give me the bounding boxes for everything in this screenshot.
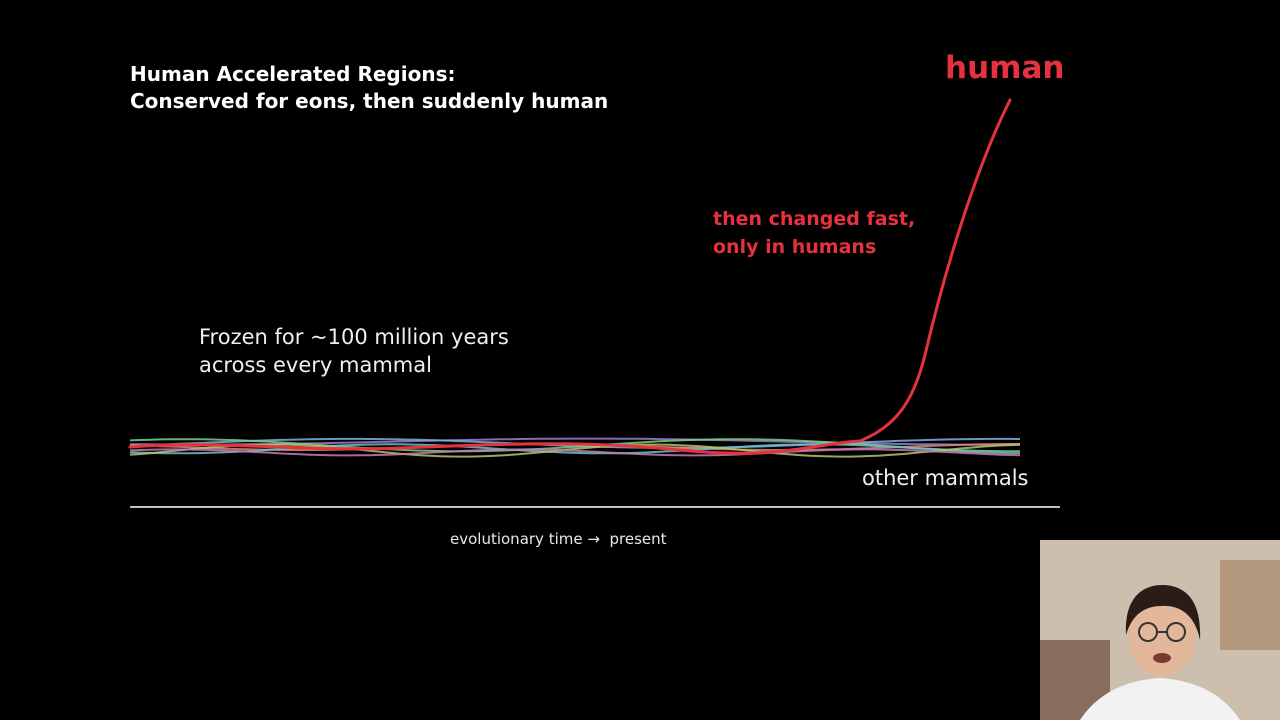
- note-line-2: only in humans: [713, 236, 877, 258]
- note-line-1: then changed fast,: [713, 208, 916, 230]
- other-mammals-label: other mammals: [862, 466, 1029, 490]
- presenter-webcam: [1040, 540, 1280, 720]
- mammal-line: [129, 443, 1021, 455]
- human-change-note: then changed fast, only in humans: [713, 205, 915, 261]
- human-label: human: [945, 50, 1065, 86]
- slide-title: Human Accelerated Regions: Conserved for…: [130, 61, 608, 115]
- title-line-2: Conserved for eons, then suddenly human: [130, 89, 609, 113]
- arrow-right-icon: →: [587, 530, 600, 548]
- frozen-note: Frozen for ~100 million years across eve…: [199, 323, 509, 379]
- presenter-video-icon: [1040, 540, 1280, 720]
- time-axis-label: evolutionary time → present: [450, 530, 667, 548]
- human-line: [128, 98, 1012, 455]
- mammal-line: [129, 448, 1021, 457]
- title-line-1: Human Accelerated Regions:: [130, 62, 456, 86]
- frozen-line-1: Frozen for ~100 million years: [199, 325, 509, 349]
- axis-label-left: evolutionary time: [450, 530, 583, 548]
- frozen-line-2: across every mammal: [199, 353, 432, 377]
- axis-label-right: present: [609, 530, 667, 548]
- mammal-line: [129, 443, 1021, 458]
